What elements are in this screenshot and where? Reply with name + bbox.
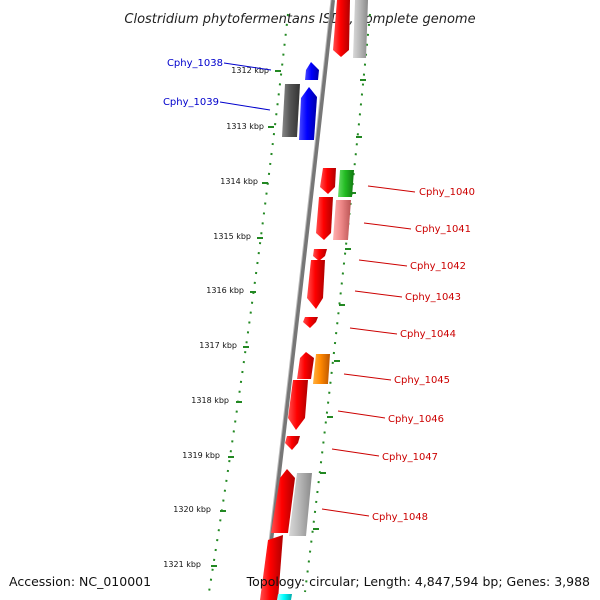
gene-arrow[interactable] (316, 197, 333, 240)
kbp-label: 1314 kbp (220, 177, 258, 186)
kbp-labels: 1312 kbp 1313 kbp 1314 kbp 1315 kbp 1316… (163, 66, 269, 569)
gene-arrow[interactable] (260, 535, 283, 600)
gene-label-cphy-1043[interactable]: Cphy_1043 (405, 292, 461, 303)
gene-block-dark[interactable] (282, 84, 300, 137)
gene-arrow-cphy-1039[interactable] (299, 87, 317, 140)
gene-arrow[interactable] (313, 249, 327, 261)
kbp-label: 1316 kbp (206, 286, 244, 295)
gene-block-pink[interactable] (333, 200, 351, 240)
gene-arrow[interactable] (288, 380, 308, 430)
gene-block[interactable] (289, 473, 312, 536)
gene-arrow[interactable] (333, 0, 350, 57)
kbp-label: 1313 kbp (226, 122, 264, 131)
kbp-label: 1321 kbp (163, 560, 201, 569)
kbp-label: 1319 kbp (182, 451, 220, 460)
gene-arrow[interactable] (297, 352, 314, 379)
gene-label-cphy-1047[interactable]: Cphy_1047 (382, 452, 438, 463)
gene-label-cphy-1040[interactable]: Cphy_1040 (419, 187, 475, 198)
backbone-highlight (261, 0, 332, 600)
leader-line (331, 448, 380, 457)
kbp-label: 1318 kbp (191, 396, 229, 405)
kbp-label: 1315 kbp (213, 232, 251, 241)
gene-block-green[interactable] (338, 170, 354, 197)
accession-text: Accession: NC_010001 (9, 574, 151, 589)
gene-block-cyan[interactable] (277, 594, 292, 600)
leader-line (367, 185, 416, 193)
leader-line (358, 259, 408, 267)
kbp-label: 1320 kbp (173, 505, 211, 514)
outer-tick-marks (313, 79, 366, 530)
gene-label-cphy-1045[interactable]: Cphy_1045 (394, 375, 450, 386)
gene-arrow[interactable] (320, 168, 336, 194)
gene-arrow[interactable] (303, 317, 318, 328)
gene-label-cphy-1039[interactable]: Cphy_1039 (163, 97, 219, 108)
gene-label-cphy-1038[interactable]: Cphy_1038 (167, 58, 223, 69)
map-title: Clostridium phytofermentans ISDg, comple… (124, 12, 475, 27)
topology-text: Topology: circular; Length: 4,847,594 bp… (246, 574, 590, 589)
leader-line (219, 101, 271, 111)
gene-arrow[interactable] (285, 436, 300, 450)
gene-block[interactable] (353, 0, 368, 58)
gene-label-cphy-1044[interactable]: Cphy_1044 (400, 329, 456, 340)
gene-label-cphy-1046[interactable]: Cphy_1046 (388, 414, 444, 425)
gene-label-cphy-1042[interactable]: Cphy_1042 (410, 261, 466, 272)
leader-line (363, 222, 412, 230)
leader-line (354, 290, 403, 298)
gene-arrow[interactable] (271, 469, 295, 533)
gene-arrow-cphy-1038[interactable] (305, 62, 319, 80)
leader-line (337, 410, 386, 419)
leader-line (321, 508, 370, 517)
outer-ruler (304, 13, 371, 593)
gene-label-cphy-1048[interactable]: Cphy_1048 (372, 512, 428, 523)
gene-arrow[interactable] (307, 260, 325, 309)
leader-line (223, 62, 272, 71)
gene-block-orange[interactable] (313, 354, 330, 384)
gene-label-cphy-1041[interactable]: Cphy_1041 (415, 224, 471, 235)
leader-line (349, 327, 398, 335)
kbp-label: 1317 kbp (199, 341, 237, 350)
kbp-label: 1312 kbp (231, 66, 269, 75)
leader-line (343, 373, 392, 381)
kbp-tick-marks (211, 70, 281, 567)
